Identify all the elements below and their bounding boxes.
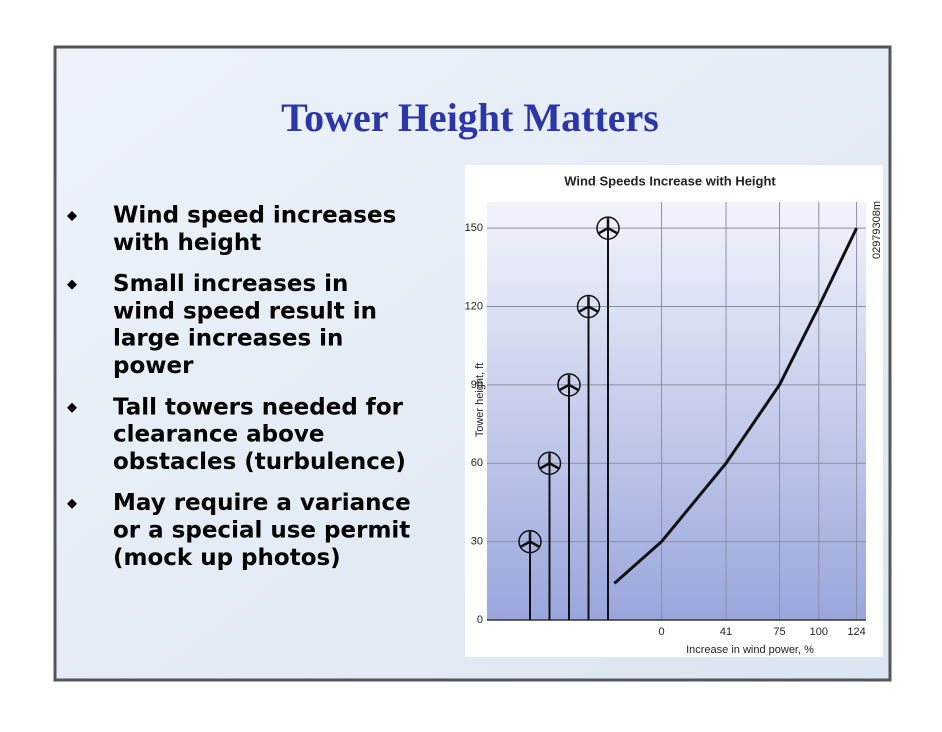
turbine [557, 373, 581, 620]
bullet-marker [67, 498, 77, 509]
bullet-text: large increases in [113, 326, 343, 352]
slide-title: Tower Height Matters [281, 95, 659, 140]
y-tick-label: 150 [465, 222, 483, 234]
blades [539, 453, 560, 470]
bullet-text: (mock up photos) [113, 545, 341, 571]
rotor-ring [596, 216, 620, 240]
blades [578, 296, 599, 313]
turbine [537, 451, 562, 620]
bullet-text: obstacles (turbulence) [113, 449, 406, 475]
x-axis-label: Increase in wind power, % [686, 644, 814, 656]
bullet-text: or a special use permit [113, 518, 410, 544]
x-tick-label: 41 [720, 626, 732, 638]
turbine [596, 216, 620, 620]
x-tick-label: 124 [847, 626, 865, 638]
x-tick-label: 0 [658, 626, 664, 638]
bullet-text: clearance above [113, 422, 325, 448]
rotor-ring [518, 529, 542, 554]
bullet-text: Small increases in [113, 271, 348, 297]
chart-title: Wind Speeds Increase with Height [564, 173, 776, 188]
bullet-marker [67, 402, 77, 413]
bullet-marker [67, 211, 77, 221]
turbine [518, 529, 542, 620]
y-axis-label: Tower height, ft [474, 363, 486, 438]
blades [559, 374, 579, 391]
rotor-ring [576, 294, 601, 319]
bullet-text: May require a variance [113, 490, 411, 516]
bullet-text: Wind speed increases [113, 203, 396, 229]
plot-area [487, 202, 866, 620]
blades [520, 531, 540, 548]
bullet-text: with height [113, 230, 261, 256]
turbine [576, 294, 601, 620]
bullet-marker [67, 279, 77, 290]
chart-code: 02979308m [871, 201, 883, 259]
data-line [613, 227, 858, 585]
rotor-ring [557, 373, 581, 397]
rotor-ring [537, 451, 562, 475]
y-tick-label: 60 [471, 457, 483, 469]
blades [598, 218, 618, 235]
bullet-text: Tall towers needed for [113, 394, 404, 420]
y-tick-label: 120 [465, 300, 483, 312]
x-tick-label: 75 [773, 626, 785, 638]
x-tick-label: 100 [810, 626, 828, 638]
bullet-text: power [113, 353, 194, 379]
y-tick-label: 30 [471, 536, 483, 548]
bullet-text: wind speed result in [113, 298, 377, 324]
y-tick-label: 0 [477, 614, 483, 626]
y-tick-label: 90 [471, 379, 483, 391]
